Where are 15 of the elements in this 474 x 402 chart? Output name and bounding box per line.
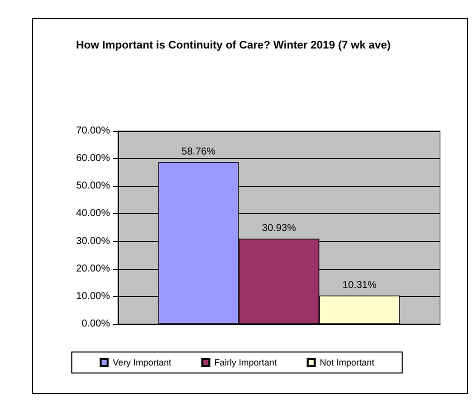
y-tick-label: 70.00% [76,126,110,136]
legend-label: Fairly Important [214,358,278,368]
y-tick-label: 10.00% [76,290,110,302]
y-tick-label: 60.00% [76,153,110,164]
data-label: 10.31% [342,280,377,292]
y-tick-label: 50.00% [76,180,110,192]
y-tick-label: 20.00% [76,263,110,274]
y-tick-label: 30.00% [76,236,110,247]
data-label: 30.93% [262,223,296,234]
legend-label: Very Important [112,358,172,368]
chart-title: How Important is Continuity of Care? Winter 2019 (7 wk ave) [76,40,392,52]
legend-label: Not Important [320,358,375,368]
data-label: 58.76% [182,146,216,158]
y-tick-label: 40.00% [76,208,110,220]
y-tick-label: 0.00% [82,318,110,330]
